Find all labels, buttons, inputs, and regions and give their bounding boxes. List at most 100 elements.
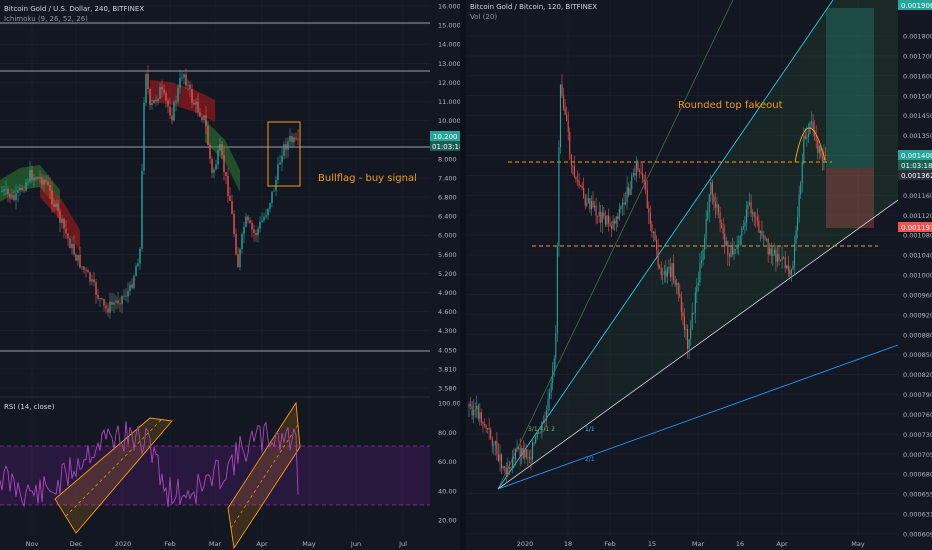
candle-body	[277, 164, 279, 180]
candle-body	[657, 249, 659, 267]
rsi-channel-2[interactable]	[227, 401, 301, 550]
axis-tick-label: 0.000960	[903, 291, 932, 299]
candle-body	[87, 270, 89, 273]
candle-body	[818, 145, 820, 153]
candle-body	[51, 190, 53, 205]
candle-body	[691, 312, 693, 329]
candle-body	[527, 456, 529, 458]
candle-body	[793, 243, 796, 266]
candle-body	[1, 191, 3, 193]
candle-body	[725, 241, 727, 246]
candle-body	[784, 257, 786, 268]
candle-body	[155, 99, 157, 101]
candle-body	[49, 184, 51, 191]
candle-body	[587, 197, 589, 204]
right-time-axis[interactable]: 2020 18 Feb 15 Mar 16 Apr May	[517, 540, 865, 548]
candle-body	[189, 84, 191, 89]
left-countdown-label: 01:03:18	[432, 143, 463, 151]
candle-body	[287, 141, 289, 150]
rsi-channel-1[interactable]	[54, 417, 173, 534]
candle-body	[165, 92, 167, 101]
candle-body	[69, 238, 71, 249]
candle-body	[111, 301, 113, 305]
candle-body	[690, 328, 692, 340]
candle-body	[55, 203, 57, 207]
fan-line-1-1	[497, 199, 899, 490]
candle-body	[71, 243, 73, 249]
candle-body	[581, 186, 583, 188]
candle-body	[556, 246, 558, 333]
candle-body	[245, 216, 247, 227]
rounded-top-arc[interactable]	[794, 127, 826, 163]
candle-body	[680, 296, 682, 312]
right-chart-title: Bitcoin Gold / Bitcoin, 120, BITFINEX	[470, 3, 597, 11]
time-tick-label: Jun	[350, 540, 361, 548]
candle-body	[699, 263, 701, 283]
candle-body	[231, 200, 233, 214]
candle-body	[59, 211, 61, 223]
candle-body	[705, 218, 707, 239]
fan-fill-steep	[498, 0, 898, 489]
time-tick-label: 16	[736, 540, 744, 548]
candle-body	[724, 233, 726, 246]
candle-body	[249, 220, 251, 223]
candle-body	[713, 195, 715, 203]
candle-body	[687, 329, 689, 349]
left-candles	[0, 65, 299, 319]
candle-body	[23, 190, 25, 192]
right-countdown-label: 01:03:18	[901, 162, 932, 170]
candle-body	[628, 187, 630, 195]
candle-body	[159, 86, 161, 99]
candle-body	[798, 194, 800, 218]
axis-tick-label: 0.000850	[903, 351, 932, 359]
candle-body	[708, 194, 710, 212]
candle-body	[493, 445, 495, 446]
candle-body	[241, 233, 243, 250]
candle-body	[749, 202, 751, 205]
rsi-channel-2-mid	[230, 424, 299, 529]
candle-body	[488, 428, 490, 430]
bullflag-box[interactable]	[267, 121, 301, 187]
candle-body	[143, 102, 145, 171]
candle-body	[666, 268, 668, 277]
pane-separator[interactable]	[460, 0, 466, 550]
candle-body	[235, 234, 237, 255]
candle-body	[820, 145, 822, 156]
candle-body	[625, 201, 627, 205]
candle-body	[63, 218, 65, 229]
time-tick-label: Jul	[398, 540, 407, 548]
candle-body	[662, 273, 664, 275]
axis-tick-label: 0.001800	[903, 33, 932, 41]
candle-body	[696, 284, 698, 293]
axis-tick-label: 0.001350	[903, 132, 932, 140]
rsi-axis[interactable]: 100.00 80.00 60.00 40.00 20.00	[438, 400, 461, 525]
candle-body	[669, 266, 672, 277]
candle-body	[123, 295, 125, 297]
candle-body	[203, 115, 205, 121]
axis-tick-label: 0.000705	[903, 451, 932, 459]
candle-body	[195, 101, 197, 105]
candle-body	[7, 188, 9, 195]
right-price-axis[interactable]: 0.001800 0.001700 0.001600 0.001500 0.001450…	[903, 33, 932, 539]
candle-body	[508, 467, 510, 469]
candle-body	[704, 238, 706, 250]
candle-body	[721, 222, 723, 229]
candle-body	[651, 223, 653, 233]
candle-body	[677, 282, 679, 295]
candle-body	[572, 165, 574, 167]
candle-body	[532, 442, 534, 460]
candle-body	[470, 404, 472, 407]
candle-body	[293, 137, 295, 143]
candle-body	[525, 449, 527, 457]
axis-tick-label: 10.000	[438, 117, 461, 125]
candle-body	[11, 194, 13, 199]
candle-body	[83, 266, 85, 270]
candle-body	[812, 121, 814, 130]
candle-body	[573, 166, 575, 177]
candle-body	[550, 383, 552, 393]
candle-body	[477, 405, 479, 419]
left-price-axis[interactable]: 16.000 15.000 14.000 13.000 12.000 11.000 10.0…	[438, 3, 461, 393]
candle-body	[167, 100, 169, 107]
left-time-axis[interactable]: Nov Dec 2020 Feb Mar Apr May Jun Jul	[26, 540, 407, 548]
candle-body	[179, 78, 181, 88]
